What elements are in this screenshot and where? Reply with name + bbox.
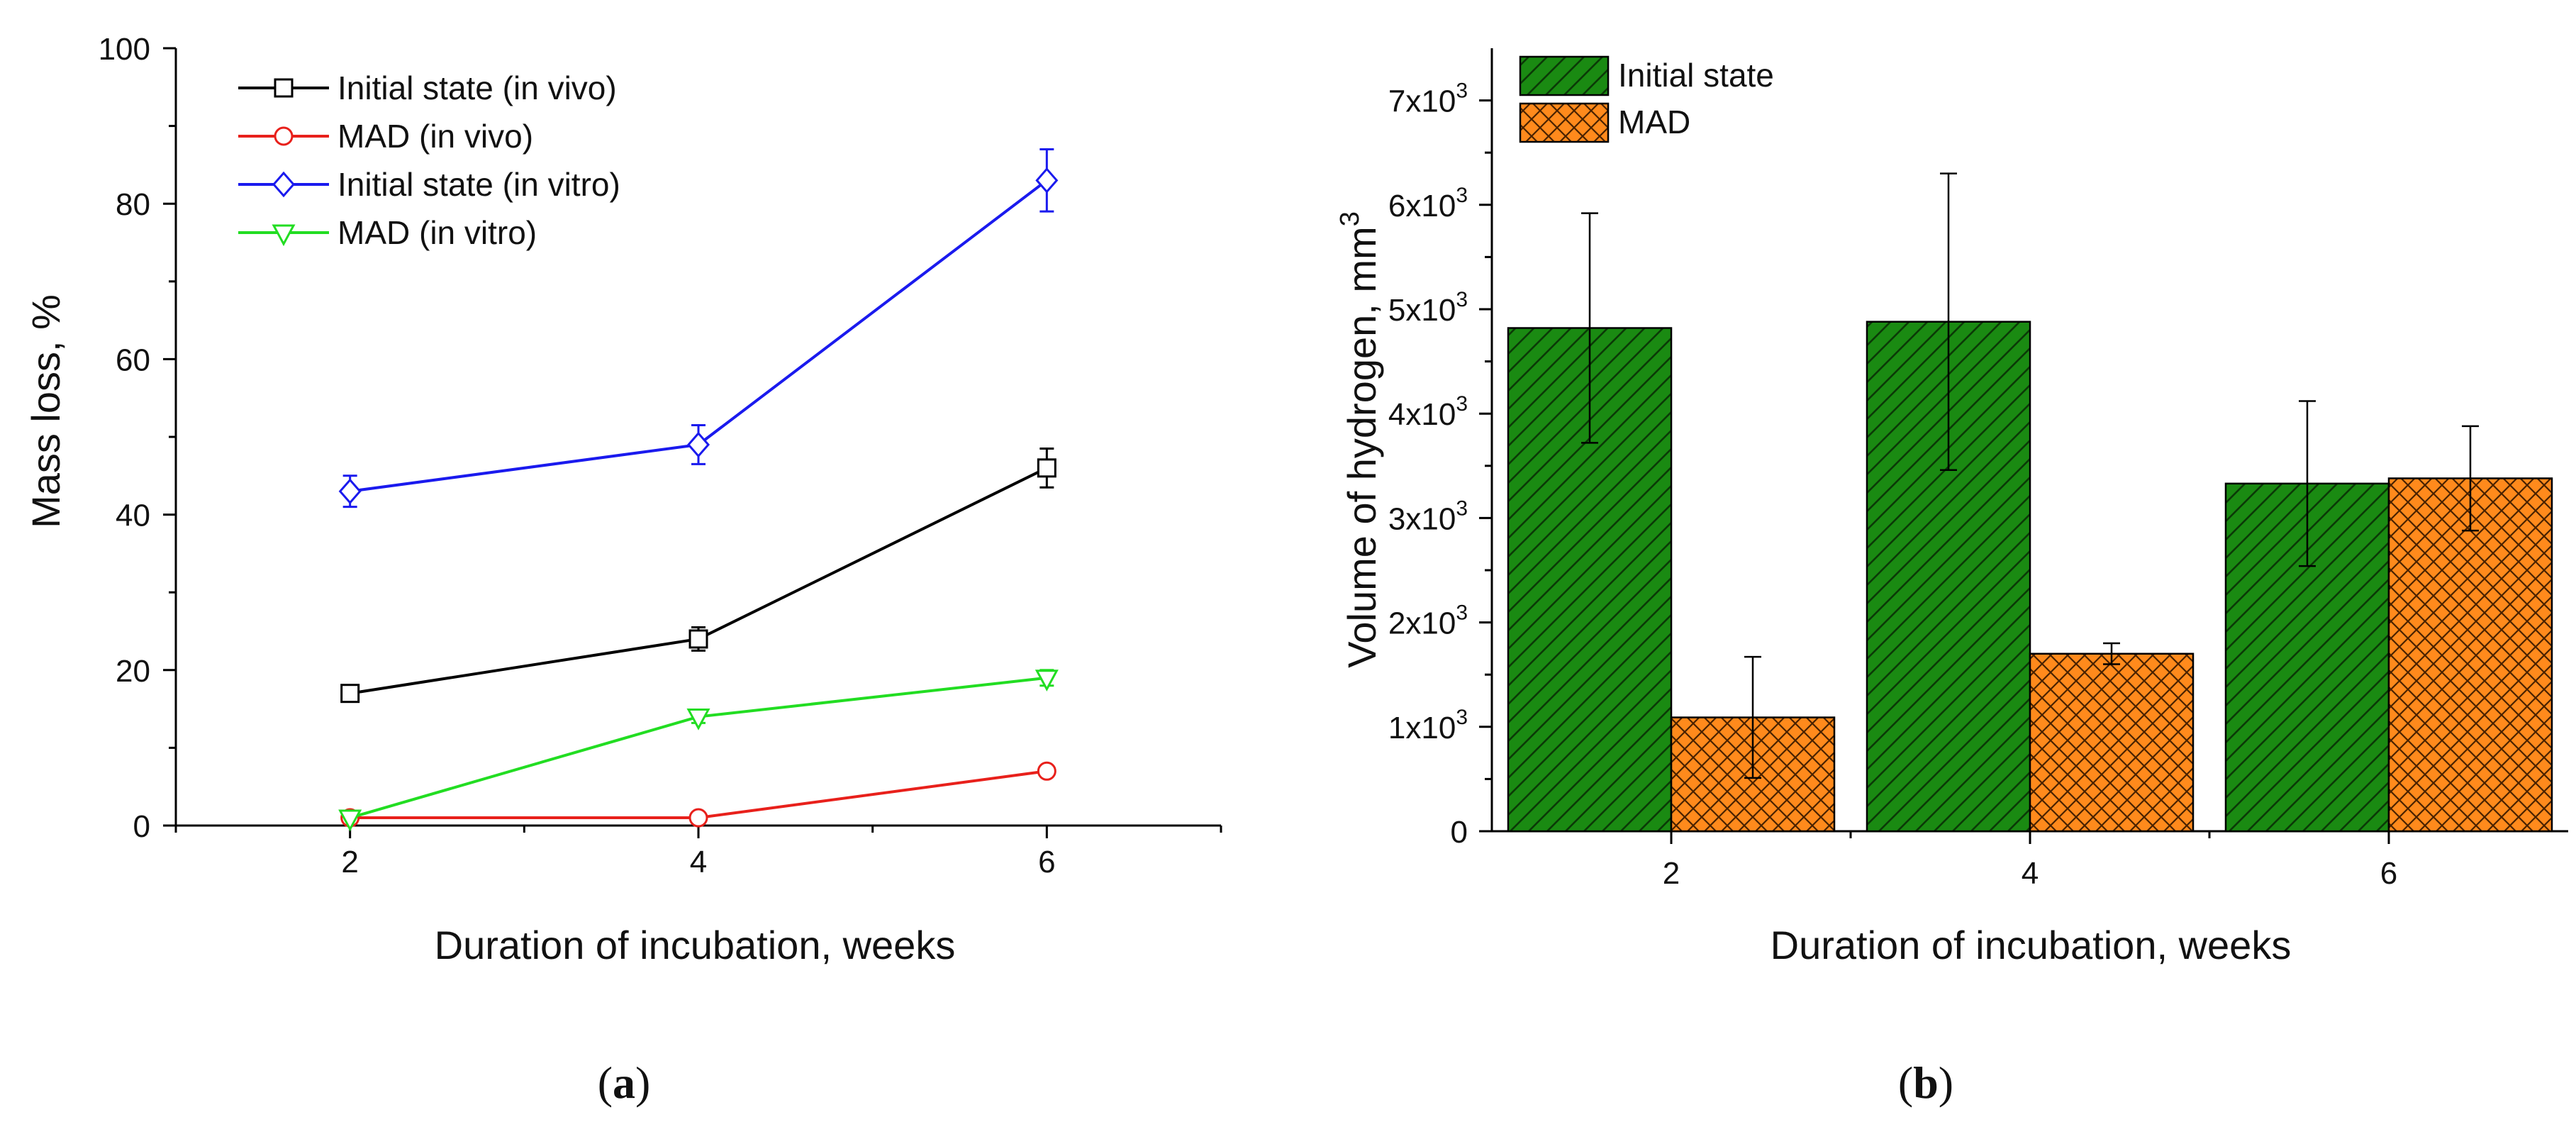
panel-a-legend-label: Initial state (in vitro) — [338, 166, 620, 203]
panel-a-legend-marker — [272, 224, 296, 247]
panel-a-point-mad-in-vitro — [338, 809, 362, 832]
panel-a-point-initial-state-in-vitro — [687, 431, 710, 458]
panel-a-series-line-mad-in-vitro — [350, 676, 1047, 819]
panel-b-ylabel: Volume of hydrogen, mm3 — [1335, 211, 1384, 668]
panel-a-legend-marker — [274, 78, 294, 98]
panel-b-ylabel-text: Volume of hydrogen, mm — [1339, 226, 1384, 668]
panel-a-point-initial-state-in-vivo — [688, 629, 708, 649]
panel-a-legend-marker — [274, 126, 294, 146]
panel-b-ytick-label: 4x103 — [1388, 392, 1468, 432]
panel-b-legend-label: MAD — [1618, 104, 1690, 140]
panel-b-ytick-label: 7x103 — [1388, 79, 1468, 119]
panel-b-ytick-label: 2x103 — [1388, 601, 1468, 641]
panel-a-ytick-label: 100 — [99, 32, 150, 67]
panel-a-caption-letter: a — [613, 1057, 635, 1108]
panel-b-ytick-label: 6x103 — [1388, 184, 1468, 223]
panel-a-point-mad-in-vivo — [1037, 761, 1056, 781]
panel-a-xtick-label: 2 — [341, 845, 358, 879]
panel-a-point-initial-state-in-vitro — [338, 478, 362, 504]
panel-a-ytick-label: 20 — [116, 654, 150, 689]
panel-a-ytick-label: 0 — [133, 809, 150, 844]
panel-b-ytick-label: 3x103 — [1388, 496, 1468, 536]
panel-a-caption: (a) — [598, 1057, 651, 1108]
panel-b-xlabel: Duration of incubation, weeks — [1771, 923, 2292, 967]
panel-a-point-mad-in-vitro — [1035, 670, 1059, 691]
panel-b-xtick-label: 6 — [2380, 856, 2397, 891]
panel-b-bar-mad — [2387, 477, 2553, 833]
panel-a-line-chart: Mass loss, % Duration of incubation, wee… — [23, 32, 1222, 1108]
panel-b-caption: (b) — [1898, 1057, 1953, 1108]
panel-b-caption-letter: b — [1913, 1057, 1939, 1108]
panel-a-xtick-label: 6 — [1038, 845, 1055, 879]
panel-a-xlabel: Duration of incubation, weeks — [435, 923, 956, 967]
panel-a-point-mad-in-vivo — [688, 808, 708, 828]
panel-b-ytick-label: 5x103 — [1388, 288, 1468, 328]
panel-a-point-initial-state-in-vivo — [340, 684, 360, 704]
panel-b-ytick-label: 0 — [1451, 815, 1468, 850]
panel-a-ytick-label: 40 — [116, 499, 150, 533]
panel-b-bar-chart: Volume of hydrogen, mm3 Duration of incu… — [1335, 48, 2568, 1108]
panel-b-ylabel-sup: 3 — [1335, 211, 1365, 226]
panel-a-ylabel: Mass loss, % — [23, 294, 68, 528]
panel-b-ytick-label: 1x103 — [1388, 706, 1468, 745]
panel-a-xtick-label: 4 — [690, 845, 707, 879]
panel-b-legend-swatch — [1519, 55, 1610, 96]
panel-b-legend-label: Initial state — [1618, 57, 1774, 94]
panel-a-legend-marker — [272, 171, 295, 198]
panel-b-xtick-label: 4 — [2022, 856, 2039, 891]
panel-b-bar-mad — [2029, 652, 2195, 833]
panel-a-legend-label: MAD (in vivo) — [338, 118, 533, 155]
panel-a-series-line-initial-state-in-vivo — [350, 467, 1048, 695]
panel-a-ytick-label: 60 — [116, 343, 150, 377]
panel-a-point-initial-state-in-vitro — [1035, 167, 1059, 194]
panel-a-point-mad-in-vitro — [686, 709, 710, 731]
panel-a-legend-label: MAD (in vitro) — [338, 214, 537, 251]
panel-a-legend-label: Initial state (in vivo) — [338, 70, 617, 106]
panel-b-legend-swatch — [1519, 102, 1610, 143]
panel-a-point-initial-state-in-vivo — [1037, 458, 1056, 478]
panel-a-ytick-label: 80 — [116, 187, 150, 222]
panel-b-xtick-label: 2 — [1663, 856, 1680, 891]
